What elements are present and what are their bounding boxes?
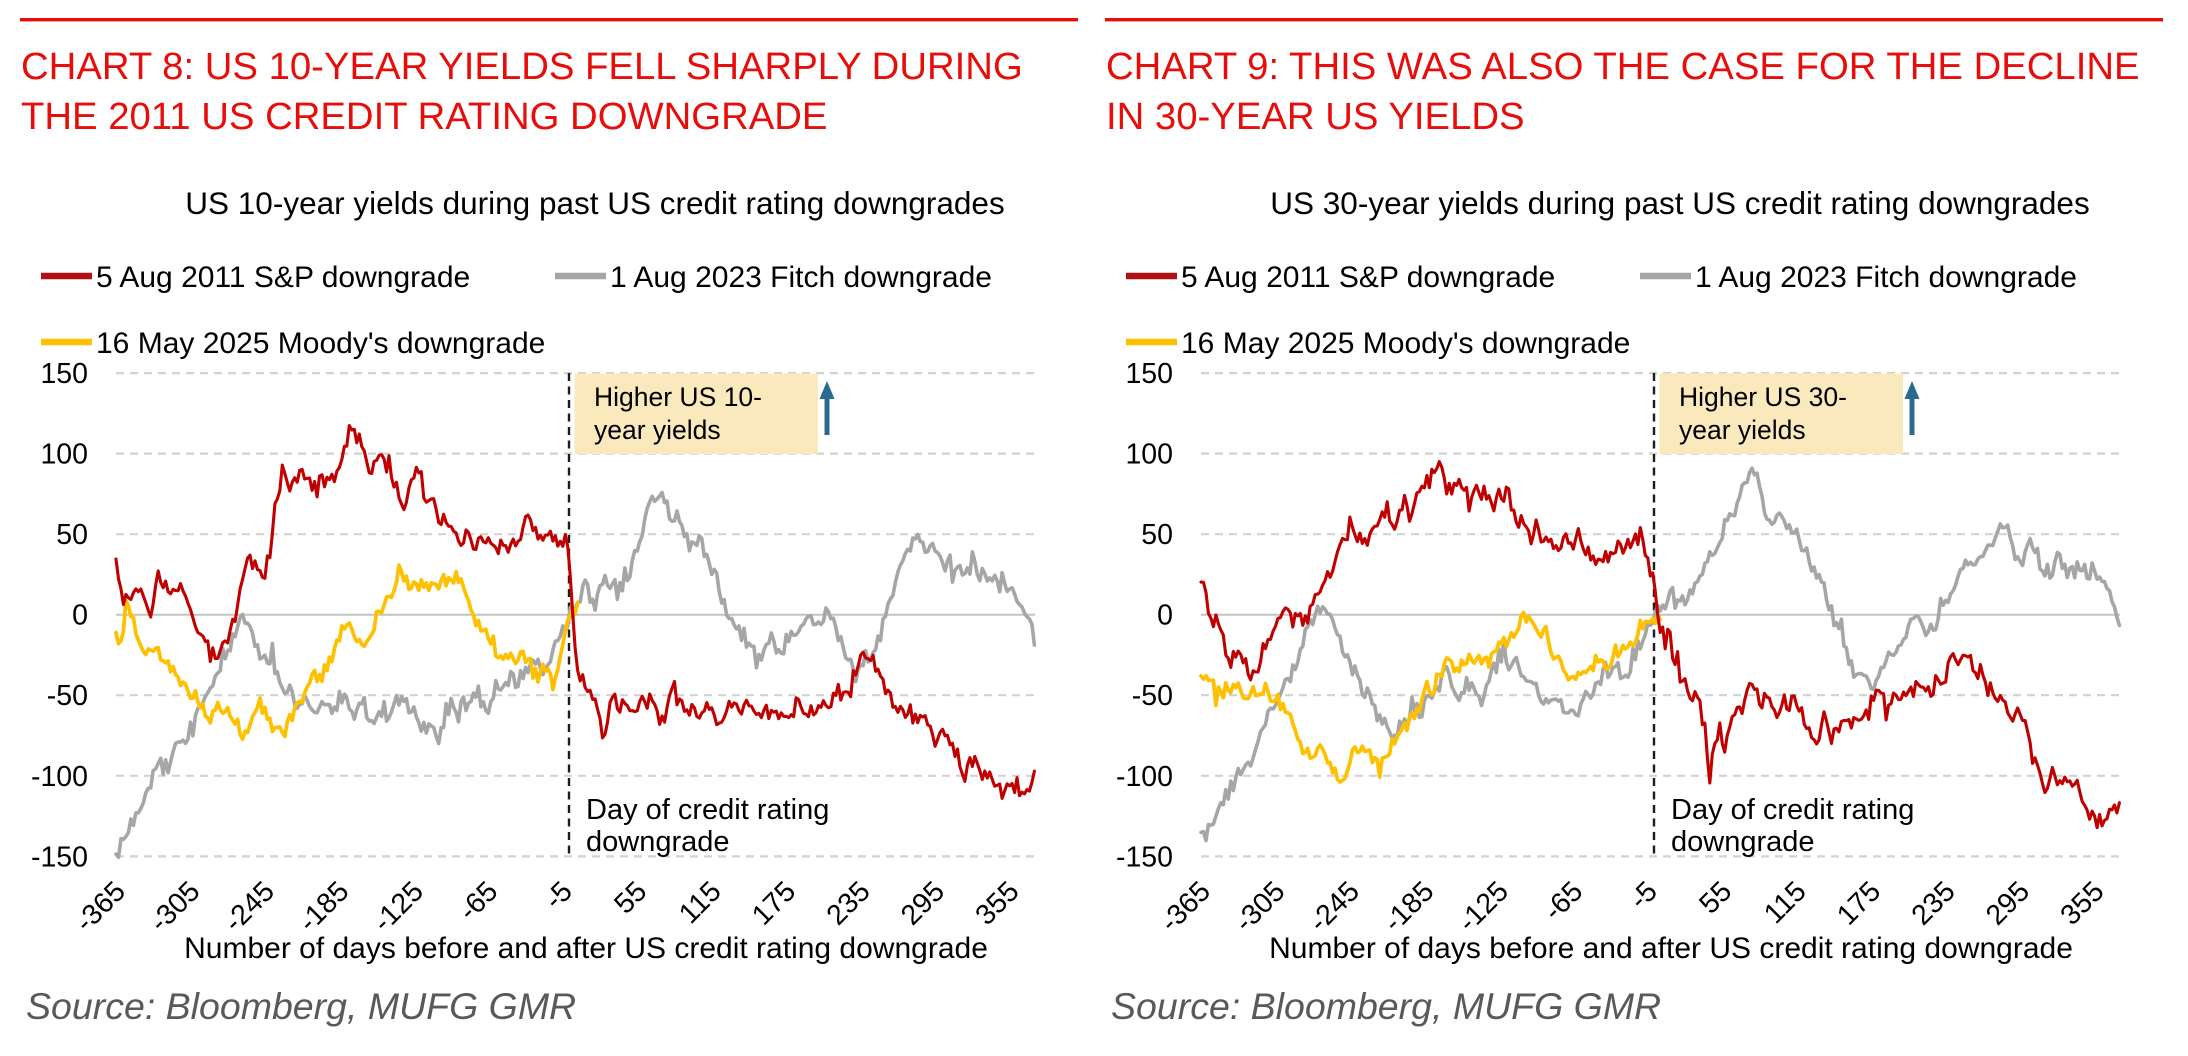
svg-text:Source: Bloomberg, MUFG GMR: Source: Bloomberg, MUFG GMR bbox=[26, 985, 576, 1027]
svg-text:-305: -305 bbox=[1228, 875, 1291, 938]
svg-text:-50: -50 bbox=[1132, 680, 1173, 712]
svg-text:downgrade: downgrade bbox=[1671, 826, 1815, 858]
svg-text:-125: -125 bbox=[367, 875, 430, 938]
svg-text:355: 355 bbox=[969, 875, 1025, 931]
svg-text:CHART 8: US 10-YEAR YIELDS FEL: CHART 8: US 10-YEAR YIELDS FELL SHARPLY … bbox=[21, 45, 1023, 88]
svg-text:US 30-year yields during past: US 30-year yields during past US credit … bbox=[1270, 185, 2089, 221]
svg-text:1 Aug 2023 Fitch downgrade: 1 Aug 2023 Fitch downgrade bbox=[1695, 261, 2077, 294]
svg-text:5 Aug 2011 S&P downgrade: 5 Aug 2011 S&P downgrade bbox=[96, 261, 470, 294]
svg-text:100: 100 bbox=[40, 439, 88, 471]
svg-text:16 May 2025 Moody's downgrade: 16 May 2025 Moody's downgrade bbox=[96, 327, 545, 360]
svg-text:IN 30-YEAR US YIELDS: IN 30-YEAR US YIELDS bbox=[1106, 95, 1525, 138]
svg-text:Day of credit rating: Day of credit rating bbox=[586, 794, 829, 826]
svg-text:Higher US 10-: Higher US 10- bbox=[594, 382, 762, 412]
svg-text:US 10-year yields during past: US 10-year yields during past US credit … bbox=[185, 185, 1004, 221]
svg-text:115: 115 bbox=[1758, 875, 1813, 930]
svg-text:-50: -50 bbox=[47, 680, 88, 712]
svg-text:-5: -5 bbox=[1623, 875, 1664, 916]
svg-text:downgrade: downgrade bbox=[586, 826, 730, 858]
svg-text:-185: -185 bbox=[1377, 875, 1440, 938]
svg-text:-65: -65 bbox=[1537, 875, 1589, 927]
svg-text:5 Aug 2011 S&P downgrade: 5 Aug 2011 S&P downgrade bbox=[1181, 261, 1555, 294]
svg-text:Source: Bloomberg, MUFG GMR: Source: Bloomberg, MUFG GMR bbox=[1111, 985, 1661, 1027]
svg-text:235: 235 bbox=[820, 875, 876, 931]
svg-text:100: 100 bbox=[1125, 439, 1173, 471]
svg-text:235: 235 bbox=[1905, 875, 1961, 931]
svg-text:175: 175 bbox=[1831, 875, 1887, 931]
svg-text:Number of days before and afte: Number of days before and after US credi… bbox=[184, 932, 988, 965]
svg-text:Higher US 30-: Higher US 30- bbox=[1679, 382, 1847, 412]
svg-text:150: 150 bbox=[1125, 358, 1173, 390]
svg-text:-150: -150 bbox=[31, 841, 88, 873]
svg-text:0: 0 bbox=[72, 600, 88, 632]
svg-text:-185: -185 bbox=[292, 875, 355, 938]
svg-text:-125: -125 bbox=[1452, 875, 1515, 938]
svg-text:-245: -245 bbox=[218, 875, 281, 938]
svg-text:-100: -100 bbox=[1116, 761, 1173, 793]
svg-text:-245: -245 bbox=[1303, 875, 1366, 938]
svg-text:year yields: year yields bbox=[594, 415, 721, 445]
svg-text:50: 50 bbox=[56, 519, 88, 551]
svg-text:295: 295 bbox=[1980, 875, 2036, 931]
svg-text:Number of days before and afte: Number of days before and after US credi… bbox=[1269, 932, 2073, 965]
svg-text:-365: -365 bbox=[69, 875, 132, 938]
svg-text:-100: -100 bbox=[31, 761, 88, 793]
svg-text:0: 0 bbox=[1157, 600, 1173, 632]
svg-text:Day of credit rating: Day of credit rating bbox=[1671, 794, 1914, 826]
svg-text:175: 175 bbox=[746, 875, 802, 931]
svg-text:-5: -5 bbox=[538, 875, 579, 916]
svg-text:115: 115 bbox=[673, 875, 728, 930]
svg-text:355: 355 bbox=[2054, 875, 2110, 931]
svg-text:-150: -150 bbox=[1116, 841, 1173, 873]
svg-text:-305: -305 bbox=[143, 875, 206, 938]
svg-text:THE 2011 US CREDIT RATING DOWN: THE 2011 US CREDIT RATING DOWNGRADE bbox=[21, 95, 827, 138]
svg-text:-365: -365 bbox=[1154, 875, 1217, 938]
svg-text:295: 295 bbox=[895, 875, 951, 931]
svg-text:year yields: year yields bbox=[1679, 415, 1806, 445]
svg-text:1 Aug 2023 Fitch downgrade: 1 Aug 2023 Fitch downgrade bbox=[610, 261, 992, 294]
svg-text:55: 55 bbox=[1693, 875, 1738, 920]
svg-text:16 May 2025 Moody's downgrade: 16 May 2025 Moody's downgrade bbox=[1181, 327, 1630, 360]
svg-text:55: 55 bbox=[608, 875, 653, 920]
svg-text:50: 50 bbox=[1141, 519, 1173, 551]
svg-text:CHART 9: THIS WAS ALSO THE CAS: CHART 9: THIS WAS ALSO THE CASE FOR THE … bbox=[1106, 45, 2140, 88]
svg-text:150: 150 bbox=[40, 358, 88, 390]
svg-text:-65: -65 bbox=[452, 875, 504, 927]
